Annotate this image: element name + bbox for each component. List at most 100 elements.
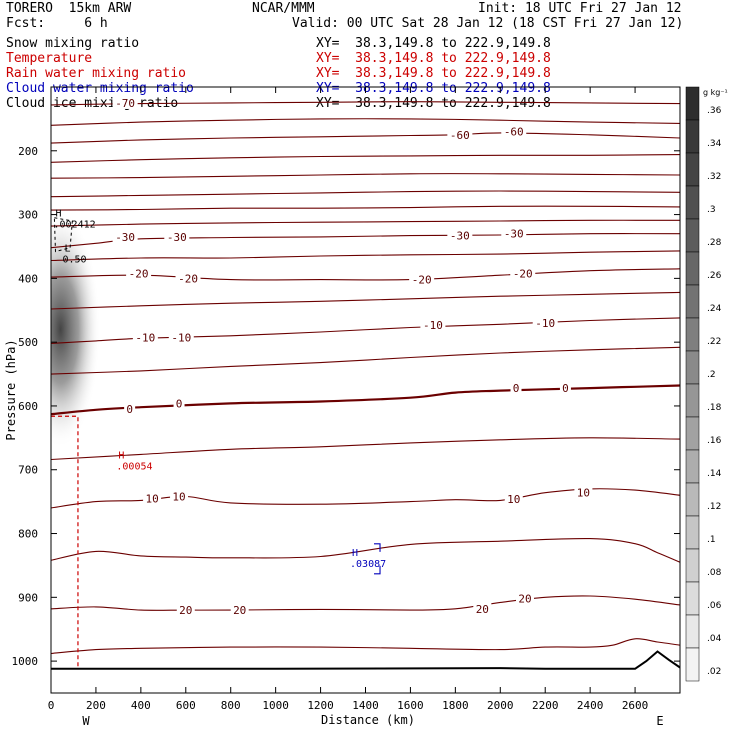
contour-label-bg xyxy=(510,382,522,395)
colorbar-tick-label: .22 xyxy=(707,337,721,347)
extremum-marker: H xyxy=(55,208,61,219)
temperature-contour xyxy=(51,595,680,611)
rain-water-contour xyxy=(51,415,79,668)
colorbar-tick-label: .16 xyxy=(707,436,722,446)
colorbar-tick-label: .2 xyxy=(707,370,716,380)
contour-label-bg xyxy=(515,592,534,605)
x-axis-tick-label: 1000 xyxy=(262,699,289,712)
colorbar-segment xyxy=(685,86,700,121)
field-xy-rain: XY= 38.3,149.8 to 222.9,149.8 xyxy=(316,66,551,81)
contour-label: 10 xyxy=(507,493,520,506)
extremum-marker: H xyxy=(352,548,358,559)
x-axis-tick-label: 2600 xyxy=(622,699,649,712)
colorbar-segment xyxy=(685,581,700,616)
x-axis-tick-label: 1200 xyxy=(307,699,334,712)
contour-label: -10 xyxy=(423,319,443,332)
colorbar-tick-label: .24 xyxy=(707,304,722,314)
colorbar-segment xyxy=(685,185,700,220)
temperature-contour xyxy=(51,101,680,106)
contour-label: 10 xyxy=(145,492,158,505)
contour-label-bg xyxy=(574,486,593,499)
colorbar-segment xyxy=(685,416,700,451)
contour-label-bg xyxy=(504,493,523,506)
contour-label-bg xyxy=(168,331,194,344)
y-axis-tick-label: 400 xyxy=(18,272,38,285)
contour-label-bg xyxy=(510,267,536,280)
contour-label-bg xyxy=(164,230,190,243)
contour-label: -70 xyxy=(115,97,135,110)
colorbar-segment xyxy=(685,218,700,253)
contour-label-bg xyxy=(173,397,185,410)
contour-label: 20 xyxy=(518,593,531,606)
colorbar-segment xyxy=(685,317,700,352)
x-axis-tick-label: 2400 xyxy=(577,699,604,712)
temperature-contour xyxy=(51,219,680,227)
colorbar-segment xyxy=(685,251,700,286)
contour-label: -20 xyxy=(412,274,432,287)
extremum-value: .00054 xyxy=(116,461,152,472)
colorbar-tick-label: .04 xyxy=(707,634,722,644)
x-axis-tick-label: 400 xyxy=(131,699,151,712)
colorbar-tick-label: .36 xyxy=(707,106,722,116)
y-axis-title: Pressure (hPa) xyxy=(4,339,18,440)
x-axis-tick-label: 800 xyxy=(221,699,241,712)
colorbar-tick-label: .06 xyxy=(707,601,722,611)
temperature-contour xyxy=(51,638,680,655)
temperature-contour xyxy=(51,317,680,344)
extremum-value: .002412 xyxy=(53,219,95,230)
header-init: Init: 18 UTC Fri 27 Jan 12 xyxy=(478,1,682,16)
temperature-contour xyxy=(51,154,680,163)
y-axis-tick-label: 900 xyxy=(18,591,38,604)
contour-label-bg xyxy=(447,128,473,141)
contour-label: 20 xyxy=(233,604,246,617)
colorbar-tick-label: .1 xyxy=(707,535,716,545)
colorbar-unit-label: g kg⁻¹ xyxy=(703,88,728,97)
colorbar-tick-label: .32 xyxy=(707,172,721,182)
extremum-value: 0.50 xyxy=(62,255,86,266)
field-label-rain: Rain water mixing ratio xyxy=(6,66,187,81)
extremum-marker: L xyxy=(64,244,70,255)
header-valid: Valid: 00 UTC Sat 28 Jan 12 (18 CST Fri … xyxy=(292,16,684,31)
temperature-contour xyxy=(51,291,680,310)
contour-label: 0 xyxy=(176,397,183,410)
colorbar-segment xyxy=(685,383,700,418)
colorbar-segment xyxy=(685,614,700,649)
colorbar-segment xyxy=(685,449,700,484)
y-axis-tick-label: 600 xyxy=(18,400,38,413)
contour-label: -30 xyxy=(115,231,135,244)
temperature-contour xyxy=(51,233,680,249)
temperature-contour xyxy=(51,437,680,461)
temperature-contour xyxy=(51,173,680,179)
contour-label: 10 xyxy=(172,491,185,504)
east-label: E xyxy=(656,714,663,728)
field-xy-cloud-water: XY= 38.3,149.8 to 222.9,149.8 xyxy=(316,81,551,96)
x-axis-tick-label: 200 xyxy=(86,699,106,712)
temperature-contour xyxy=(51,537,680,563)
contour-label: -20 xyxy=(178,272,198,285)
colorbar-tick-label: .02 xyxy=(707,667,721,677)
header-org: NCAR/MMM xyxy=(252,1,315,16)
colorbar-tick-label: .08 xyxy=(707,568,722,578)
contour-label-bg xyxy=(170,490,189,503)
contour-label: -20 xyxy=(129,267,149,280)
contour-label: -20 xyxy=(513,267,533,280)
y-axis-tick-label: 300 xyxy=(18,209,38,222)
colorbar-tick-label: .12 xyxy=(707,502,721,512)
contour-label-bg xyxy=(126,267,152,280)
contour-label: -30 xyxy=(450,230,470,243)
snow-mixing-ratio-shading xyxy=(51,210,101,449)
colorbar-tick-label: .34 xyxy=(707,139,722,149)
contour-label: 10 xyxy=(577,487,590,500)
field-xy-snow: XY= 38.3,149.8 to 222.9,149.8 xyxy=(316,36,551,51)
colorbar-segment xyxy=(685,152,700,187)
field-label-temperature: Temperature xyxy=(6,51,93,66)
field-xy-cloud-ice: XY= 38.3,149.8 to 222.9,149.8 xyxy=(316,96,551,111)
colorbar-tick-label: .26 xyxy=(707,271,722,281)
header-fcst: Fcst: 6 h xyxy=(6,16,108,31)
contour-label: -10 xyxy=(171,332,191,345)
header-model: TORERO 15km ARW xyxy=(6,1,132,16)
contour-label: 20 xyxy=(179,604,192,617)
contour-label-bg xyxy=(124,403,136,416)
field-label-cloud-ice: Cloud ice mixing ratio xyxy=(6,96,179,111)
